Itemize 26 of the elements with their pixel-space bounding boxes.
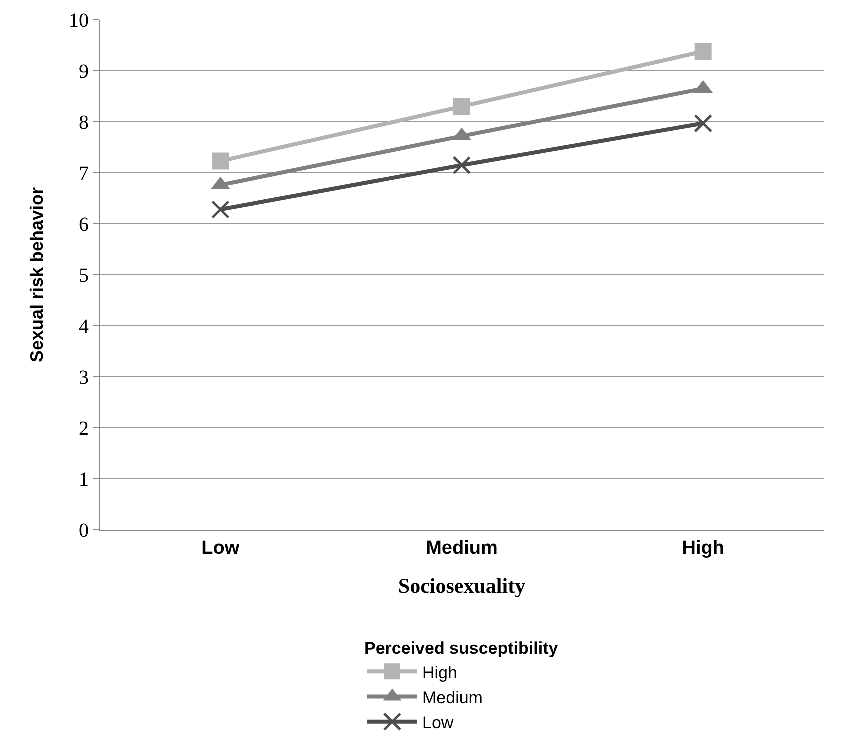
legend-label: Medium [422,688,483,708]
x-axis-title: Sociosexuality [398,574,526,598]
y-tick-label: 8 [79,112,89,134]
y-tick-label: 1 [79,469,89,491]
y-tick-label: 0 [79,520,89,542]
point [452,156,472,175]
y-tick-label: 3 [79,367,89,389]
y-tick-label: 7 [79,163,89,185]
y-tick-label: 2 [79,418,89,440]
legend-title: Perceived susceptibility [364,639,559,658]
x-tick-label: High [682,538,724,559]
point [211,200,230,219]
point [454,98,470,116]
legend-label: High [422,663,458,682]
y-tick-label: 5 [79,265,89,287]
y-axis-title: Sexual risk behavior [27,187,48,363]
x-tick-label: Low [202,538,240,559]
point [212,152,230,170]
y-tick-label: 9 [79,61,89,83]
y-tick-label: 4 [79,316,89,338]
y-tick-label: 6 [79,214,89,236]
point [694,114,713,133]
x-tick-label: Medium [426,538,498,559]
legend-label: Low [422,713,454,732]
y-tick-label: 10 [69,10,89,32]
point [694,43,712,60]
